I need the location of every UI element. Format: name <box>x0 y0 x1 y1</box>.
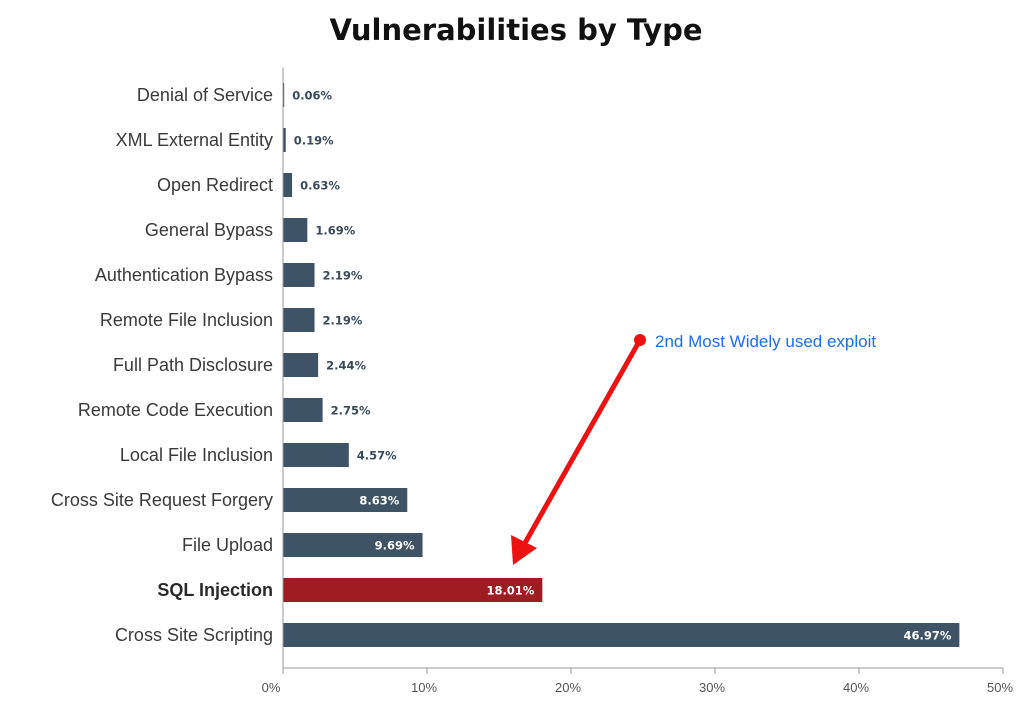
value-label: 2.19% <box>323 269 363 283</box>
value-label: 8.63% <box>359 494 399 508</box>
bar-file-upload <box>283 533 423 557</box>
bar-cross-site-scripting <box>283 623 960 647</box>
bar-open-redirect <box>283 173 293 197</box>
bar-general-bypass <box>283 218 308 242</box>
value-label: 2.44% <box>326 359 366 373</box>
category-label: General Bypass <box>145 220 273 240</box>
value-label: 0.06% <box>292 89 332 103</box>
category-label: Cross Site Scripting <box>115 625 273 645</box>
category-label: Cross Site Request Forgery <box>51 490 273 510</box>
x-axis: 0% 10% 20% 30% 40% 50% <box>262 67 1013 695</box>
bar-cross-site-request-forgery <box>283 488 408 512</box>
category-label: XML External Entity <box>116 130 273 150</box>
x-tick-label: 30% <box>699 680 725 695</box>
x-tick-label: 20% <box>555 680 581 695</box>
bars <box>283 83 960 647</box>
value-label: 9.69% <box>375 539 415 553</box>
value-label: 2.75% <box>331 404 371 418</box>
chart-title: Vulnerabilities by Type <box>329 13 702 47</box>
category-labels: Denial of Service XML External Entity Open… <box>51 85 273 645</box>
annotation-dot <box>634 334 646 346</box>
bar-denial-of-service <box>283 83 285 107</box>
value-label: 0.63% <box>300 179 340 193</box>
annotation-arrow-line <box>518 337 643 553</box>
category-label: SQL Injection <box>157 580 273 600</box>
category-label: Authentication Bypass <box>95 265 273 285</box>
bar-xml-external-entity <box>283 128 286 152</box>
bar-remote-code-execution <box>283 398 323 422</box>
bar-authentication-bypass <box>283 263 315 287</box>
category-label: Denial of Service <box>137 85 273 105</box>
value-label: 46.97% <box>903 629 951 643</box>
x-tick-label: 50% <box>987 680 1013 695</box>
category-label: Remote File Inclusion <box>100 310 273 330</box>
value-label: 18.01% <box>486 584 534 598</box>
x-tick-label: 40% <box>843 680 869 695</box>
value-label: 4.57% <box>357 449 397 463</box>
value-label: 1.69% <box>315 224 355 238</box>
annotation-text: 2nd Most Widely used exploit <box>655 332 876 351</box>
category-label: Local File Inclusion <box>120 445 273 465</box>
category-label: Open Redirect <box>157 175 273 195</box>
bar-remote-file-inclusion <box>283 308 315 332</box>
x-tick-label: 0% <box>262 680 281 695</box>
bar-full-path-disclosure <box>283 353 319 377</box>
category-label: File Upload <box>182 535 273 555</box>
value-label: 0.19% <box>294 134 334 148</box>
bar-local-file-inclusion <box>283 443 349 467</box>
value-label: 2.19% <box>323 314 363 328</box>
category-label: Full Path Disclosure <box>113 355 273 375</box>
annotation-arrow-head <box>511 535 537 565</box>
annotation: 2nd Most Widely used exploit <box>511 332 876 565</box>
category-label: Remote Code Execution <box>78 400 273 420</box>
x-tick-label: 10% <box>411 680 437 695</box>
value-labels: 0.06% 0.19% 0.63% 1.69% 2.19% 2.19% 2.44% 2.75%… <box>292 89 952 643</box>
bar-sql-injection <box>283 578 543 602</box>
